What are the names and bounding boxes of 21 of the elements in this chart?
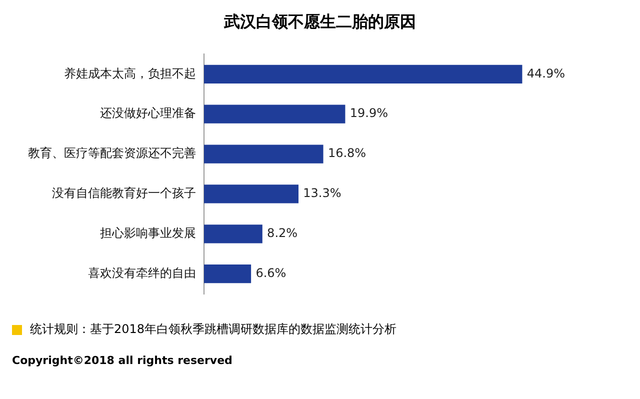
bar (204, 64, 522, 84)
y-tick-label: 教育、医疗等配套资源还不完善 (28, 146, 196, 160)
text: Copyright©2018 all rights reserved (12, 354, 232, 367)
y-tick-label: 还没做好心理准备 (100, 106, 196, 120)
data-label: 19.9% (350, 106, 388, 120)
bar (204, 144, 324, 164)
bar (204, 264, 252, 284)
data-label: 13.3% (303, 186, 342, 200)
y-tick-label: 没有自信能教育好一个孩子 (52, 186, 196, 200)
chart-title: 武汉白领不愿生二胎的原因 (222, 11, 417, 33)
y-tick-label: 担心影响事业发展 (100, 226, 196, 240)
text: 统计规则：基于2018年白领秋季跳槽调研数据库的数据监测统计分析 (30, 321, 397, 338)
y-tick-label: 养娃成本太高，负担不起 (64, 66, 196, 80)
data-label: 44.9% (526, 66, 566, 80)
bar (204, 224, 262, 244)
data-label: 16.8% (328, 146, 366, 160)
data-label: 6.6% (256, 266, 286, 280)
bar (204, 184, 298, 204)
bar (204, 104, 346, 124)
y-tick-label: 喜欢没有牵绊的自由 (88, 266, 196, 280)
data-label: 8.2% (267, 226, 298, 240)
